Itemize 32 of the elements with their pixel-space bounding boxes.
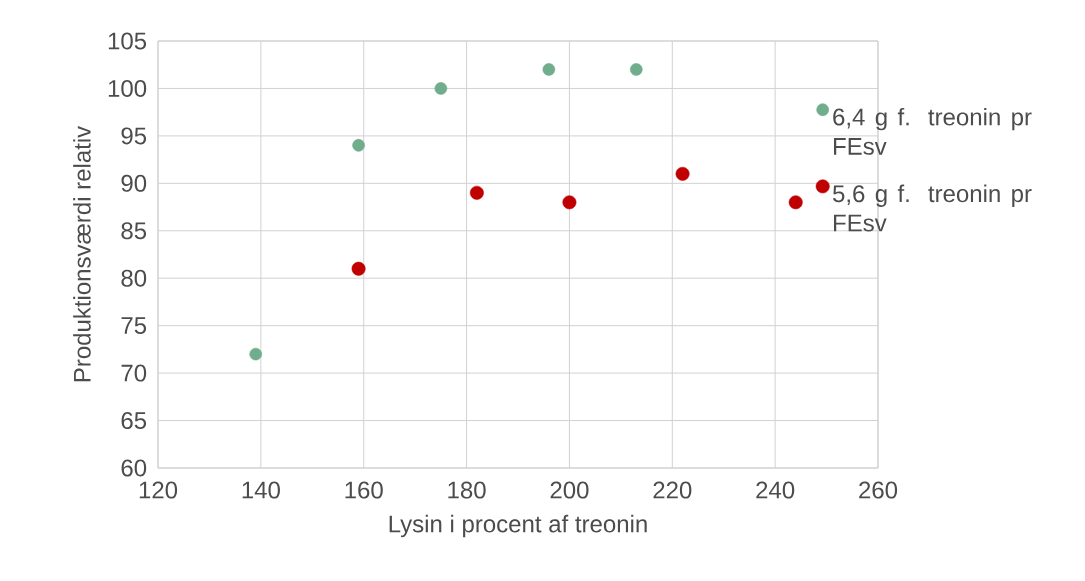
y-tick-label: 105 [108,32,147,50]
point [434,82,448,95]
x-tick-label: 200 [550,481,589,499]
point [630,63,643,76]
point [562,195,577,210]
y-axis-title: Produktionsværdi relativ [73,125,91,382]
y-tick-label: 75 [121,317,147,335]
point [542,63,556,76]
x-tick-label: 120 [139,481,178,499]
y-tick-label: 80 [121,269,147,287]
y-tick-label: 95 [121,127,147,145]
point [249,347,262,361]
x-axis-title: Lysin i procent af treonin [389,514,647,538]
x-tick-label: 220 [653,481,692,499]
x-tick-label: 240 [756,481,795,499]
y-tick-label: 60 [121,459,147,477]
point [351,261,366,276]
point [352,139,365,152]
x-tick-label: 180 [448,481,486,499]
legend-label: 6,4 g f. treonin pr FEsv [833,107,1032,155]
x-tick-label: 260 [859,481,898,499]
legend-label: 5,6 g f. treonin pr FEsv [832,184,1032,232]
point [469,185,484,200]
y-tick-label: 90 [121,174,147,192]
y-tick-label: 70 [121,364,147,382]
point [675,166,690,181]
x-tick-label: 140 [242,481,280,499]
x-tick-label: 160 [345,481,383,499]
point [788,195,803,210]
y-tick-label: 100 [108,79,147,97]
y-tick-label: 65 [121,412,147,430]
y-tick-label: 85 [121,222,147,240]
